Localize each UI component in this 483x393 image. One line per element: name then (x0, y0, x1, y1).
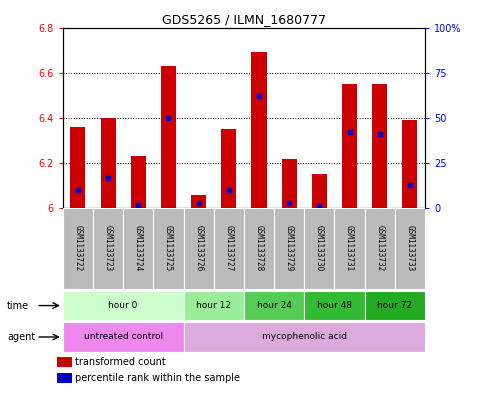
Bar (244, 208, 274, 289)
Text: mycophenolic acid: mycophenolic acid (262, 332, 347, 342)
Text: GSM1133723: GSM1133723 (103, 226, 113, 272)
Bar (402, 120, 417, 208)
Bar (57, 373, 72, 383)
Text: percentile rank within the sample: percentile rank within the sample (75, 373, 240, 383)
Text: GSM1133732: GSM1133732 (375, 226, 384, 272)
Bar (131, 156, 146, 208)
Text: GSM1133724: GSM1133724 (134, 226, 143, 272)
Text: agent: agent (7, 332, 35, 342)
Text: GSM1133730: GSM1133730 (315, 226, 324, 272)
Bar (123, 208, 154, 289)
Text: GSM1133729: GSM1133729 (284, 226, 294, 272)
Bar (184, 208, 213, 289)
Text: GSM1133733: GSM1133733 (405, 226, 414, 272)
Bar (213, 208, 244, 289)
Bar (395, 208, 425, 289)
Bar (57, 357, 72, 367)
Title: GDS5265 / ILMN_1680777: GDS5265 / ILMN_1680777 (162, 13, 326, 26)
Bar (274, 208, 304, 289)
Bar (63, 208, 93, 289)
Bar (154, 208, 184, 289)
Bar (100, 118, 115, 208)
Text: GSM1133728: GSM1133728 (255, 226, 264, 272)
Text: hour 0: hour 0 (109, 301, 138, 310)
Text: GSM1133726: GSM1133726 (194, 226, 203, 272)
Bar (304, 208, 334, 289)
Bar (191, 195, 206, 208)
Bar (334, 208, 365, 289)
Text: time: time (7, 301, 29, 310)
Bar (342, 84, 357, 208)
Bar (63, 322, 184, 352)
Text: GSM1133727: GSM1133727 (224, 226, 233, 272)
Bar (63, 291, 184, 320)
Bar (312, 174, 327, 208)
Bar (252, 52, 267, 208)
Text: hour 24: hour 24 (256, 301, 292, 310)
Bar (93, 208, 123, 289)
Bar (282, 159, 297, 208)
Bar (365, 208, 395, 289)
Text: hour 12: hour 12 (196, 301, 231, 310)
Text: hour 48: hour 48 (317, 301, 352, 310)
Bar (365, 291, 425, 320)
Text: hour 72: hour 72 (377, 301, 412, 310)
Bar (244, 291, 304, 320)
Bar (372, 84, 387, 208)
Bar (184, 322, 425, 352)
Bar (71, 127, 85, 208)
Text: GSM1133725: GSM1133725 (164, 226, 173, 272)
Bar (304, 291, 365, 320)
Text: transformed count: transformed count (75, 357, 166, 367)
Text: untreated control: untreated control (84, 332, 163, 342)
Bar (184, 291, 244, 320)
Bar (161, 66, 176, 208)
Bar (221, 129, 236, 208)
Text: GSM1133722: GSM1133722 (73, 226, 83, 272)
Text: GSM1133731: GSM1133731 (345, 226, 354, 272)
